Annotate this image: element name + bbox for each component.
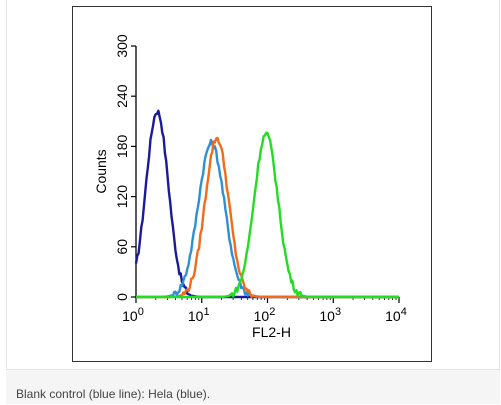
y-tick-label: 300 <box>114 34 130 58</box>
x-tick-label: 101 <box>188 306 210 324</box>
y-tick-label: 240 <box>114 84 130 108</box>
x-tick-label: 103 <box>319 306 341 324</box>
y-tick-label: 0 <box>114 293 130 301</box>
x-axis-title: FL2-H <box>252 324 291 340</box>
y-tick-label: 120 <box>114 185 130 209</box>
figure-panel: 0 60 120 180 240 300 100 101 102 103 104 FL2-H Count… <box>72 6 432 362</box>
y-tick-label: 60 <box>114 239 130 255</box>
x-tick-label: 100 <box>122 306 144 324</box>
x-tick-label: 104 <box>385 306 407 324</box>
y-tick-label: 180 <box>114 135 130 159</box>
x-tick-label: 102 <box>254 306 276 324</box>
figure-caption: Blank control (blue line): Hela (blue). <box>16 387 211 401</box>
histogram-series-1 <box>134 109 399 299</box>
histogram-series-2 <box>136 138 399 299</box>
caption-bar: Blank control (blue line): Hela (blue). <box>6 369 500 404</box>
histogram-series-4 <box>136 131 399 299</box>
y-axis-title: Counts <box>93 149 109 193</box>
flow-cytometry-histogram: 0 60 120 180 240 300 100 101 102 103 104 FL2-H Count… <box>93 34 407 340</box>
histogram-series-3 <box>136 136 399 299</box>
